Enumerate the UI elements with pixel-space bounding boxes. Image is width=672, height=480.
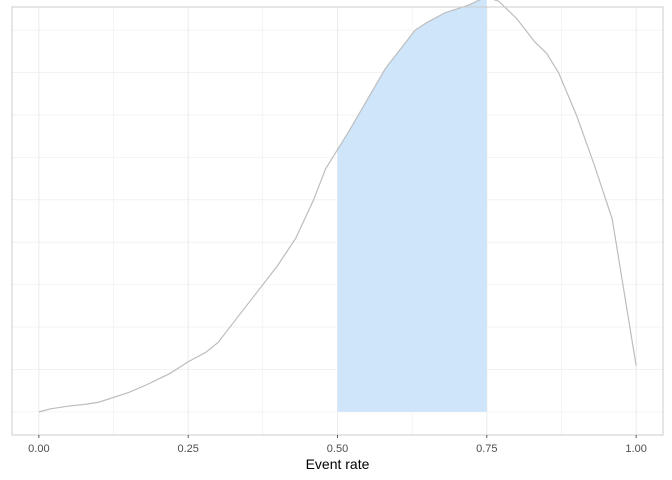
x-tick-label: 1.00 [625, 443, 646, 455]
shaded-area [337, 0, 487, 412]
x-tick-label: 0.50 [327, 443, 348, 455]
x-tick-label: 0.25 [177, 443, 198, 455]
density-curve [38, 0, 637, 413]
x-tick-label: 0.75 [476, 443, 497, 455]
x-axis-ticks: 0.00 0.25 0.50 0.75 1.00 [28, 435, 647, 455]
x-tick-label: 0.00 [28, 443, 49, 455]
x-axis-title: Event rate [306, 456, 370, 472]
